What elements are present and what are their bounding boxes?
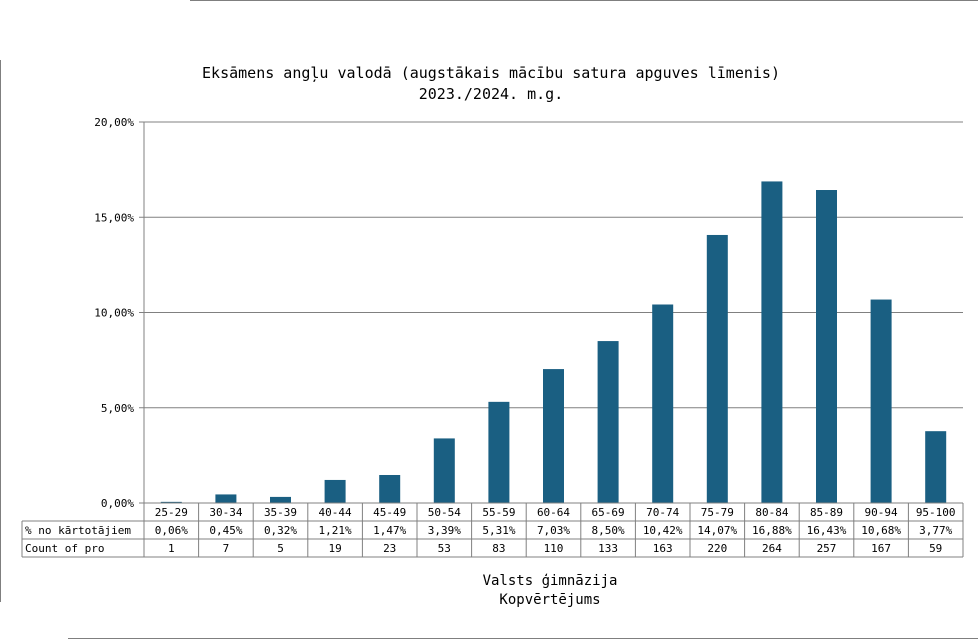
x-tick-label: 55-59 [482,506,515,519]
table-cell: 59 [929,542,942,555]
x-axis-sublabel: Kopvērtējums [499,592,601,608]
bar [270,496,291,503]
x-tick-label: 90-94 [865,506,898,519]
x-tick-label: 40-44 [319,506,352,519]
bar [433,438,455,503]
table-row-header: % no kārtotājiem [25,524,131,537]
bar [379,474,401,503]
y-tick-label: 5,00% [101,402,134,415]
table-cell: 53 [438,542,451,555]
y-tick-label: 15,00% [94,211,134,224]
bar [706,234,728,504]
table-cell: 0,06% [155,524,188,537]
table-cell: 7 [223,542,230,555]
table-cell: 10,68% [861,524,901,537]
y-tick-label: 0,00% [101,497,134,510]
y-tick-label: 20,00% [94,116,134,129]
bar [597,341,619,503]
bar [816,190,837,504]
bar [870,299,892,503]
bar [652,304,674,503]
table-cell: 23 [383,542,396,555]
table-cell: 0,32% [264,524,297,537]
x-tick-label: 35-39 [264,506,297,519]
x-axis-label: Valsts ģimnāzija [482,573,618,589]
table-cell: 220 [707,542,727,555]
table-cell: 3,77% [919,524,952,537]
chart-title: Eksāmens angļu valodā (augstākais mācību… [202,64,780,82]
table-cell: 133 [598,542,618,555]
frame-top-line [190,0,978,1]
data-table: 25-29 30-34 35-39 40-44 45-49 50-54 55-59 60-64… [21,502,964,558]
bar [488,401,510,503]
y-tick-label: 10,00% [94,307,134,320]
table-cell: 5 [277,542,284,555]
x-tick-label: 85-89 [810,506,843,519]
bar [215,494,237,503]
table-row-header: Count of pro [25,542,104,555]
chart-subtitle: 2023./2024. m.g. [418,85,564,103]
x-tick-label: 80-84 [755,506,788,519]
x-tick-label: 30-34 [209,506,242,519]
x-tick-label: 70-74 [646,506,679,519]
bar [160,501,182,503]
x-tick-label: 50-54 [428,506,461,519]
x-tick-label: 65-69 [592,506,625,519]
table-cell: 264 [762,542,782,555]
x-tick-label: 75-79 [701,506,734,519]
y-axis-tick-labels: 0,00% 5,00% 10,00% 15,00% 20,00% [94,116,134,510]
table-cell: 19 [328,542,341,555]
table-cell: 14,07% [697,524,737,537]
table-cell: 1 [168,542,175,555]
table-cell: 257 [817,542,837,555]
table-cell: 3,39% [428,524,461,537]
table-cell: 16,43% [807,524,847,537]
table-cell: 83 [492,542,505,555]
bar [761,181,783,503]
x-tick-label: 60-64 [537,506,570,519]
table-cell: 1,47% [373,524,406,537]
table-cell: 1,21% [319,524,352,537]
table-cell: 8,50% [592,524,625,537]
bar [543,369,564,503]
frame-left-line [0,60,1,602]
table-cell: 16,88% [752,524,792,537]
bar [324,479,346,503]
x-tick-label: 95-100 [916,506,956,519]
x-tick-label: 45-49 [373,506,406,519]
table-cell: 110 [544,542,564,555]
x-tick-label: 25-29 [155,506,188,519]
bars [160,181,947,504]
table-cell: 10,42% [643,524,683,537]
table-cell: 0,45% [209,524,242,537]
table-cell: 5,31% [482,524,515,537]
bar [925,431,947,503]
table-cell: 7,03% [537,524,570,537]
table-cell: 167 [871,542,891,555]
frame-bottom-line [68,638,978,639]
table-cell: 163 [653,542,673,555]
